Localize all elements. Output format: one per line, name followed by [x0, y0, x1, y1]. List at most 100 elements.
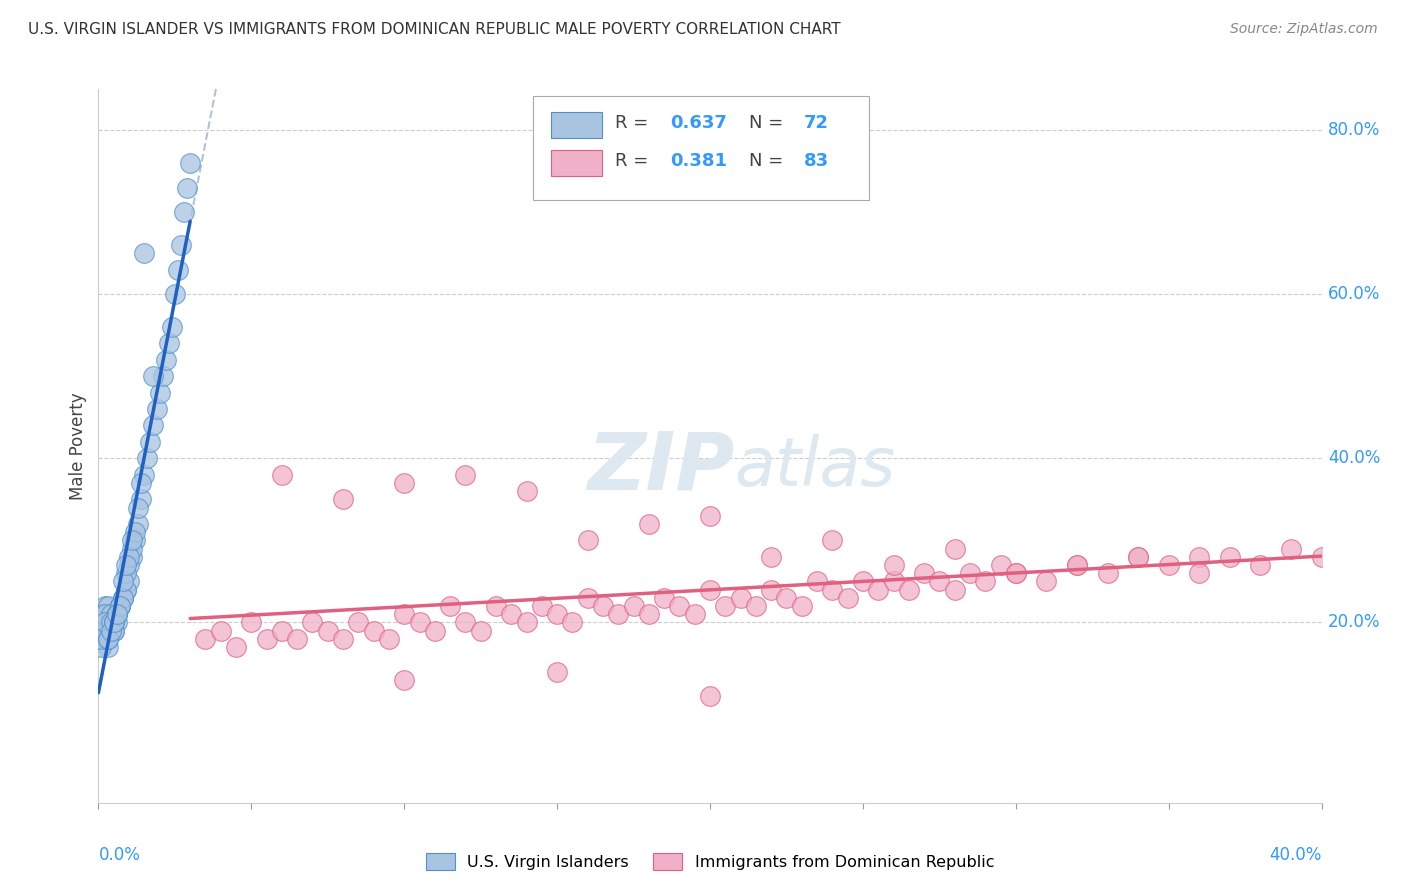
Point [194, 632, 217, 646]
Point [592, 599, 614, 613]
Text: 20.0%: 20.0% [1327, 614, 1381, 632]
Point [149, 385, 172, 400]
Point [454, 615, 477, 630]
Point [129, 475, 152, 490]
Point [118, 549, 141, 564]
Point [100, 624, 122, 638]
Point [1128, 549, 1150, 564]
Point [127, 500, 149, 515]
Point [912, 566, 935, 581]
Point [561, 615, 583, 630]
Point [270, 624, 292, 638]
Point [115, 582, 138, 597]
Point [90, 640, 112, 654]
Point [699, 508, 721, 523]
Point [103, 624, 125, 638]
Point [837, 591, 859, 605]
Point [145, 402, 167, 417]
Point [1004, 566, 1026, 581]
Point [118, 558, 141, 572]
Point [1035, 574, 1057, 589]
Point [730, 591, 752, 605]
Point [652, 591, 675, 605]
Point [623, 599, 645, 613]
Point [1188, 566, 1211, 581]
Point [121, 549, 143, 564]
Point [943, 582, 966, 597]
Point [1249, 558, 1271, 572]
Point [392, 475, 416, 490]
FancyBboxPatch shape [533, 96, 869, 200]
Point [408, 615, 430, 630]
Point [173, 205, 195, 219]
Point [160, 320, 183, 334]
Point [90, 607, 112, 622]
Point [759, 582, 782, 597]
Point [607, 607, 630, 622]
Text: ZIP: ZIP [588, 428, 734, 507]
Point [439, 599, 461, 613]
Point [105, 607, 128, 622]
Point [129, 492, 152, 507]
Point [163, 287, 186, 301]
Point [108, 599, 131, 613]
Point [1097, 566, 1119, 581]
Text: N =: N = [749, 153, 789, 170]
Point [347, 615, 370, 630]
Point [470, 624, 492, 638]
Point [516, 615, 538, 630]
Point [93, 624, 115, 638]
Text: R =: R = [614, 114, 654, 132]
Point [714, 599, 737, 613]
Point [745, 599, 768, 613]
Point [124, 525, 146, 540]
Point [108, 599, 131, 613]
Point [759, 549, 782, 564]
Point [100, 615, 122, 630]
Point [868, 582, 890, 597]
Point [103, 615, 125, 630]
Point [454, 467, 477, 482]
Point [699, 582, 721, 597]
Text: atlas: atlas [734, 434, 896, 500]
Legend: U.S. Virgin Islanders, Immigrants from Dominican Republic: U.S. Virgin Islanders, Immigrants from D… [419, 847, 1001, 877]
FancyBboxPatch shape [551, 150, 602, 177]
Point [111, 591, 134, 605]
Point [392, 607, 416, 622]
FancyBboxPatch shape [551, 112, 602, 138]
Point [240, 615, 263, 630]
Point [93, 615, 115, 630]
Point [668, 599, 690, 613]
Point [139, 434, 162, 449]
Point [423, 624, 446, 638]
Point [111, 591, 134, 605]
Point [157, 336, 180, 351]
Point [108, 599, 131, 613]
Point [821, 533, 844, 548]
Point [90, 615, 112, 630]
Point [301, 615, 323, 630]
Point [115, 582, 138, 597]
Point [363, 624, 385, 638]
Point [167, 262, 190, 277]
Point [97, 599, 120, 613]
Point [90, 632, 112, 646]
Text: 60.0%: 60.0% [1327, 285, 1381, 303]
Point [108, 599, 131, 613]
Point [316, 624, 339, 638]
Point [225, 640, 247, 654]
Text: R =: R = [614, 153, 654, 170]
Text: 0.637: 0.637 [669, 114, 727, 132]
Point [118, 574, 141, 589]
Point [1066, 558, 1088, 572]
Point [883, 574, 905, 589]
Point [530, 599, 553, 613]
Point [103, 615, 125, 630]
Text: 83: 83 [804, 153, 830, 170]
Point [332, 632, 354, 646]
Point [928, 574, 950, 589]
Point [97, 632, 120, 646]
Point [699, 689, 721, 703]
Point [1279, 541, 1302, 556]
Point [100, 624, 122, 638]
